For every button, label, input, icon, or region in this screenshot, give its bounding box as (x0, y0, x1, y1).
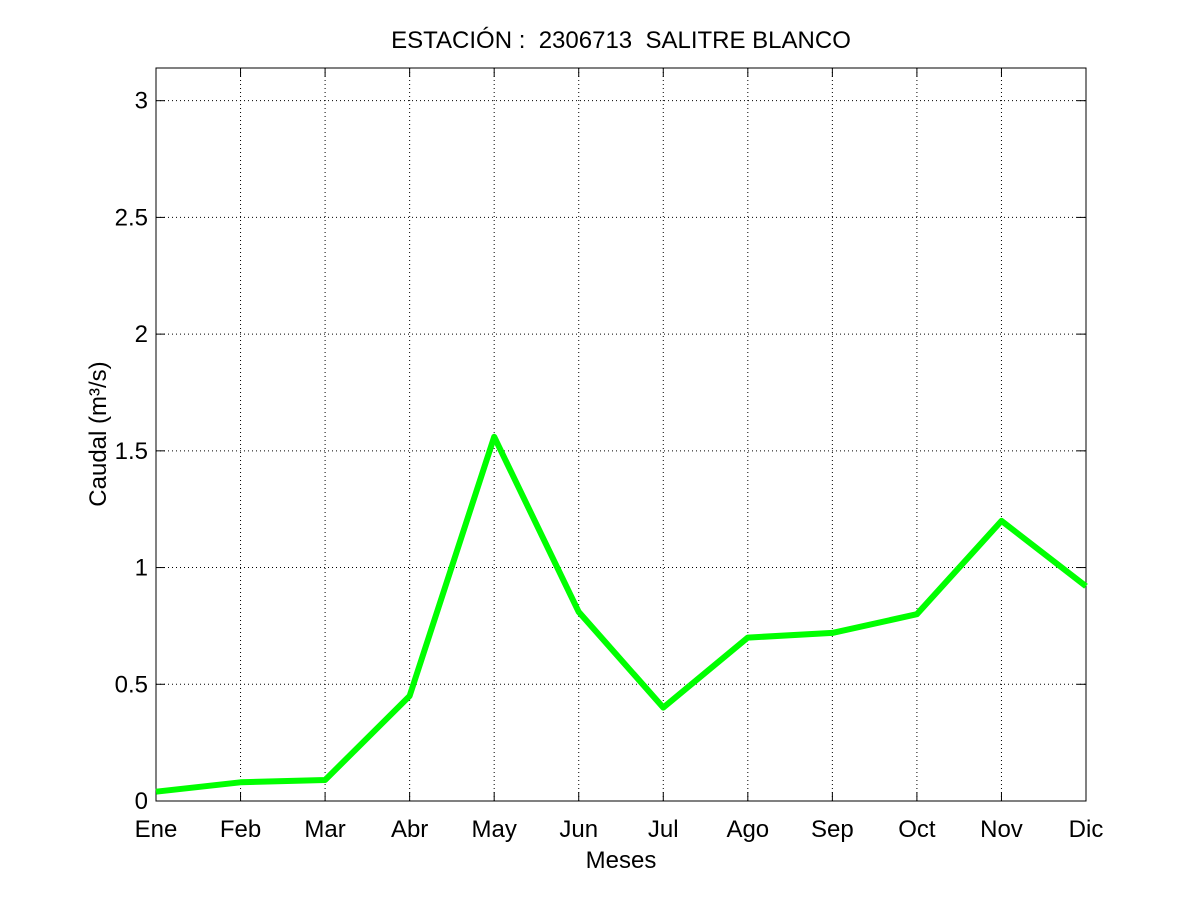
x-axis-label: Meses (586, 847, 657, 874)
y-tick-label: 1 (135, 555, 148, 582)
y-tick-label: 2 (135, 321, 148, 348)
x-tick-label: May (472, 816, 517, 843)
plot-frame (155, 67, 1087, 802)
x-tick-label: Mar (304, 816, 345, 843)
y-tick-labels: 0 0.5 1 1.5 2 2.5 3 (115, 88, 148, 815)
y-tick-label: 0 (135, 788, 148, 815)
x-tick-label: Dic (1069, 816, 1104, 843)
y-tick-label: 1.5 (115, 438, 148, 465)
y-tick-label: 3 (135, 88, 148, 115)
x-tick-label: Nov (980, 816, 1023, 843)
grid-lines (156, 68, 1086, 801)
x-tick-label: Sep (811, 816, 854, 843)
y-tick-label: 0.5 (115, 671, 148, 698)
chart-title: ESTACIÓN : 2306713 SALITRE BLANCO (391, 27, 851, 54)
plot-area (156, 68, 1086, 801)
x-tick-label: Oct (898, 816, 936, 843)
x-tick-label: Jun (559, 816, 598, 843)
series-layer (155, 433, 1088, 795)
x-tick-label: Ene (135, 816, 178, 843)
x-tick-label: Jul (648, 816, 679, 843)
x-tick-label: Ago (726, 816, 769, 843)
series-line-0 (155, 433, 1088, 795)
x-tick-label: Abr (391, 816, 428, 843)
y-tick-label: 2.5 (115, 204, 148, 231)
y-axis-label: Caudal (m³/s) (85, 361, 112, 506)
x-tick-labels: Ene Feb Mar Abr May Jun Jul Ago Sep Oct Nov Dic (135, 816, 1104, 843)
x-tick-label: Feb (220, 816, 261, 843)
